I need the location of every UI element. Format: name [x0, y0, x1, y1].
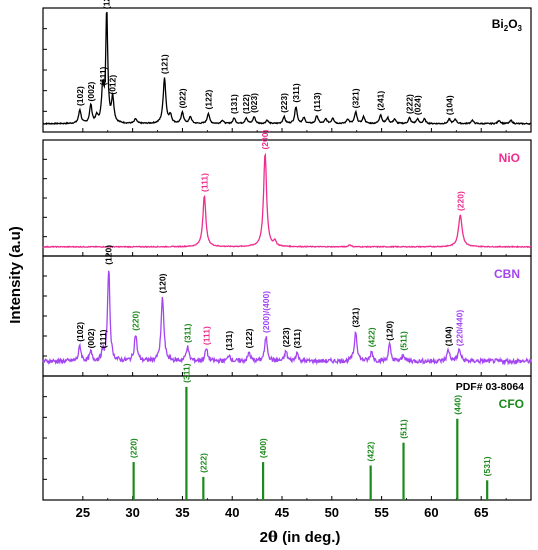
peak-label: (122) [241, 94, 251, 114]
series-line-nio [42, 152, 532, 249]
peak-label: (023) [249, 93, 259, 113]
peak-label: (321) [351, 307, 361, 327]
peak-label: (220) [129, 438, 139, 458]
x-tick-label: 60 [424, 505, 438, 520]
peak-label: (220/440) [454, 310, 464, 347]
peak-label: (311) [292, 329, 302, 349]
peak-label: (311) [182, 323, 192, 343]
peak-label: (024) [412, 95, 422, 115]
legend-subscript: 3 [518, 24, 523, 33]
x-tick-label: 55 [374, 505, 388, 520]
peak-label: (200)/(400) [261, 291, 271, 333]
x-tick-label: 50 [325, 505, 339, 520]
peak-label: (102) [75, 322, 85, 342]
peak-label: (200) [260, 130, 270, 150]
peak-label: (531) [482, 456, 492, 476]
x-axis: 25 30 35 40 45 50 55 60 65 [76, 505, 489, 520]
peak-label: (113) [312, 92, 322, 112]
x-tick-label: 35 [175, 505, 189, 520]
peak-label: (104) [443, 326, 453, 346]
peak-label: (111) [201, 326, 211, 345]
peak-label: (002) [86, 81, 96, 101]
peak-label: (220) [455, 191, 465, 211]
peak-label: (012) [108, 75, 118, 95]
peak-label: (122) [203, 89, 213, 109]
x-tick-label: 30 [125, 505, 139, 520]
peak-label: (120) [158, 273, 168, 293]
peak-label: (111) [98, 66, 108, 85]
y-axis-label: Intensity (a.u) [7, 226, 24, 324]
legend-subscript: 2 [504, 24, 509, 33]
legend-label: CBN [494, 267, 520, 281]
legend-text: O [508, 17, 517, 31]
panel-bi2o3: (102)(002)(111) (120) (012) (121) (022) (122)… [42, 0, 532, 133]
reference-card-label: PDF# 03-8064 [456, 381, 524, 393]
peak-label: (022) [177, 88, 187, 108]
series-line-bi2o3 [42, 11, 532, 126]
peak-label: (120) [104, 245, 114, 265]
peak-label: (511) [399, 419, 409, 439]
panel-cbn: (102) (002) (111)(120)(220)(120)(311) (111)… [42, 245, 532, 377]
peak-label: (131) [229, 94, 239, 114]
peak-label: (002) [86, 328, 96, 348]
peak-label: (222) [404, 94, 414, 114]
peak-label: (120) [102, 0, 112, 9]
peak-label: (120) [385, 321, 395, 341]
legend-label: Bi2O3 [492, 17, 523, 33]
peak-label: (102) [75, 86, 85, 106]
peak-label: (223) [281, 327, 291, 347]
peak-label: (121) [160, 54, 170, 74]
peak-label: (220) [131, 311, 141, 331]
peak-label: (422) [366, 441, 376, 461]
panels-group: (102)(002)(111)(120)(012)(121)(022)(122)… [42, 0, 532, 501]
x-axis-label-theta: θ [268, 528, 278, 546]
series-line-cbn [42, 270, 532, 366]
legend-text: Bi [492, 17, 504, 31]
x-axis-label-rest: (in deg.) [278, 529, 341, 546]
panel-cfo: (220) (311) (222) (400) (422) (511) (440) (531)… [42, 363, 532, 501]
x-tick-label: 45 [275, 505, 289, 520]
x-tick-label: 65 [474, 505, 488, 520]
peak-label: (241) [376, 91, 386, 111]
peak-label: (131) [224, 331, 234, 351]
peak-label: (422) [367, 327, 377, 347]
peak-label: (104) [444, 95, 454, 115]
x-tick-label: 40 [225, 505, 239, 520]
peak-label: (122) [244, 328, 254, 348]
peak-label: (111) [199, 173, 209, 192]
x-tick-label: 25 [76, 505, 90, 520]
panel-nio: (111) (200) (220) NiO [42, 130, 532, 257]
peak-label: (400) [258, 438, 268, 458]
peak-label: (311) [291, 83, 301, 103]
peak-label: (511) [399, 331, 409, 351]
x-axis-label: 2θ (in deg.) [260, 528, 341, 546]
peak-label: (111) [98, 329, 108, 348]
peak-label: (222) [198, 453, 208, 473]
peak-label: (440) [452, 395, 462, 415]
x-axis-label-prefix: 2 [260, 529, 268, 546]
peak-label: (321) [351, 88, 361, 108]
peak-label: (223) [279, 93, 289, 113]
legend-label: NiO [499, 151, 520, 165]
peak-label: (311) [181, 363, 191, 383]
legend-label: CFO [499, 397, 524, 411]
